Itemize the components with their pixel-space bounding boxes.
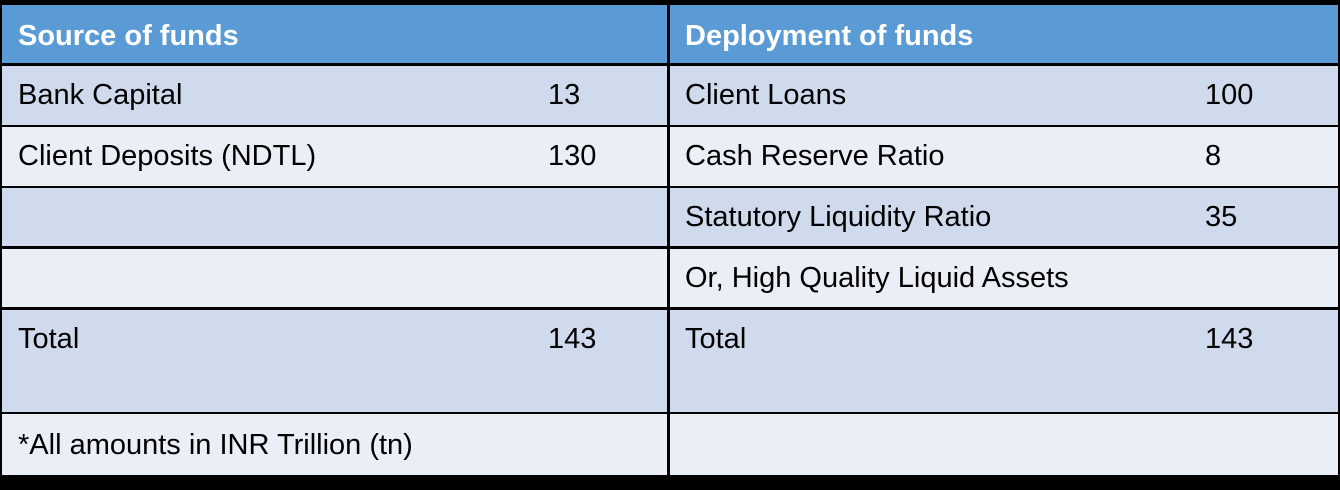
row-cell [670, 188, 1338, 246]
item-label: Cash Reserve Ratio [685, 140, 945, 172]
amount: 8 [1205, 140, 1222, 172]
row-cell [2, 127, 667, 186]
item-label: Statutory Liquidity Ratio [685, 201, 992, 233]
row-cell [670, 127, 1338, 186]
footnote-cell [670, 414, 1338, 475]
row-cell [2, 310, 667, 412]
row-cell [670, 249, 1338, 307]
amount: 13 [548, 79, 581, 111]
amount: 100 [1205, 79, 1254, 111]
item-label: Client Loans [685, 79, 847, 111]
amount: 143 [1205, 323, 1254, 355]
item-label: Total [18, 323, 80, 355]
amount: 130 [548, 140, 597, 172]
row-cell [2, 188, 667, 246]
row-cell [2, 66, 667, 125]
item-label: Client Deposits (NDTL) [18, 140, 317, 172]
row-cell [670, 66, 1338, 125]
header-cell [2, 5, 667, 63]
row-cell [670, 310, 1338, 412]
header-text: Deployment of funds [685, 20, 974, 52]
header-cell [670, 5, 1338, 63]
item-label: Bank Capital [18, 79, 183, 111]
header-text: Source of funds [18, 20, 239, 52]
footnote: *All amounts in INR Trillion (tn) [18, 429, 413, 461]
footnote-cell [2, 414, 667, 475]
row-cell [2, 249, 667, 307]
amount: 35 [1205, 201, 1238, 233]
amount: 143 [548, 323, 597, 355]
item-label: Or, High Quality Liquid Assets [685, 262, 1069, 294]
item-label: Total [685, 323, 747, 355]
